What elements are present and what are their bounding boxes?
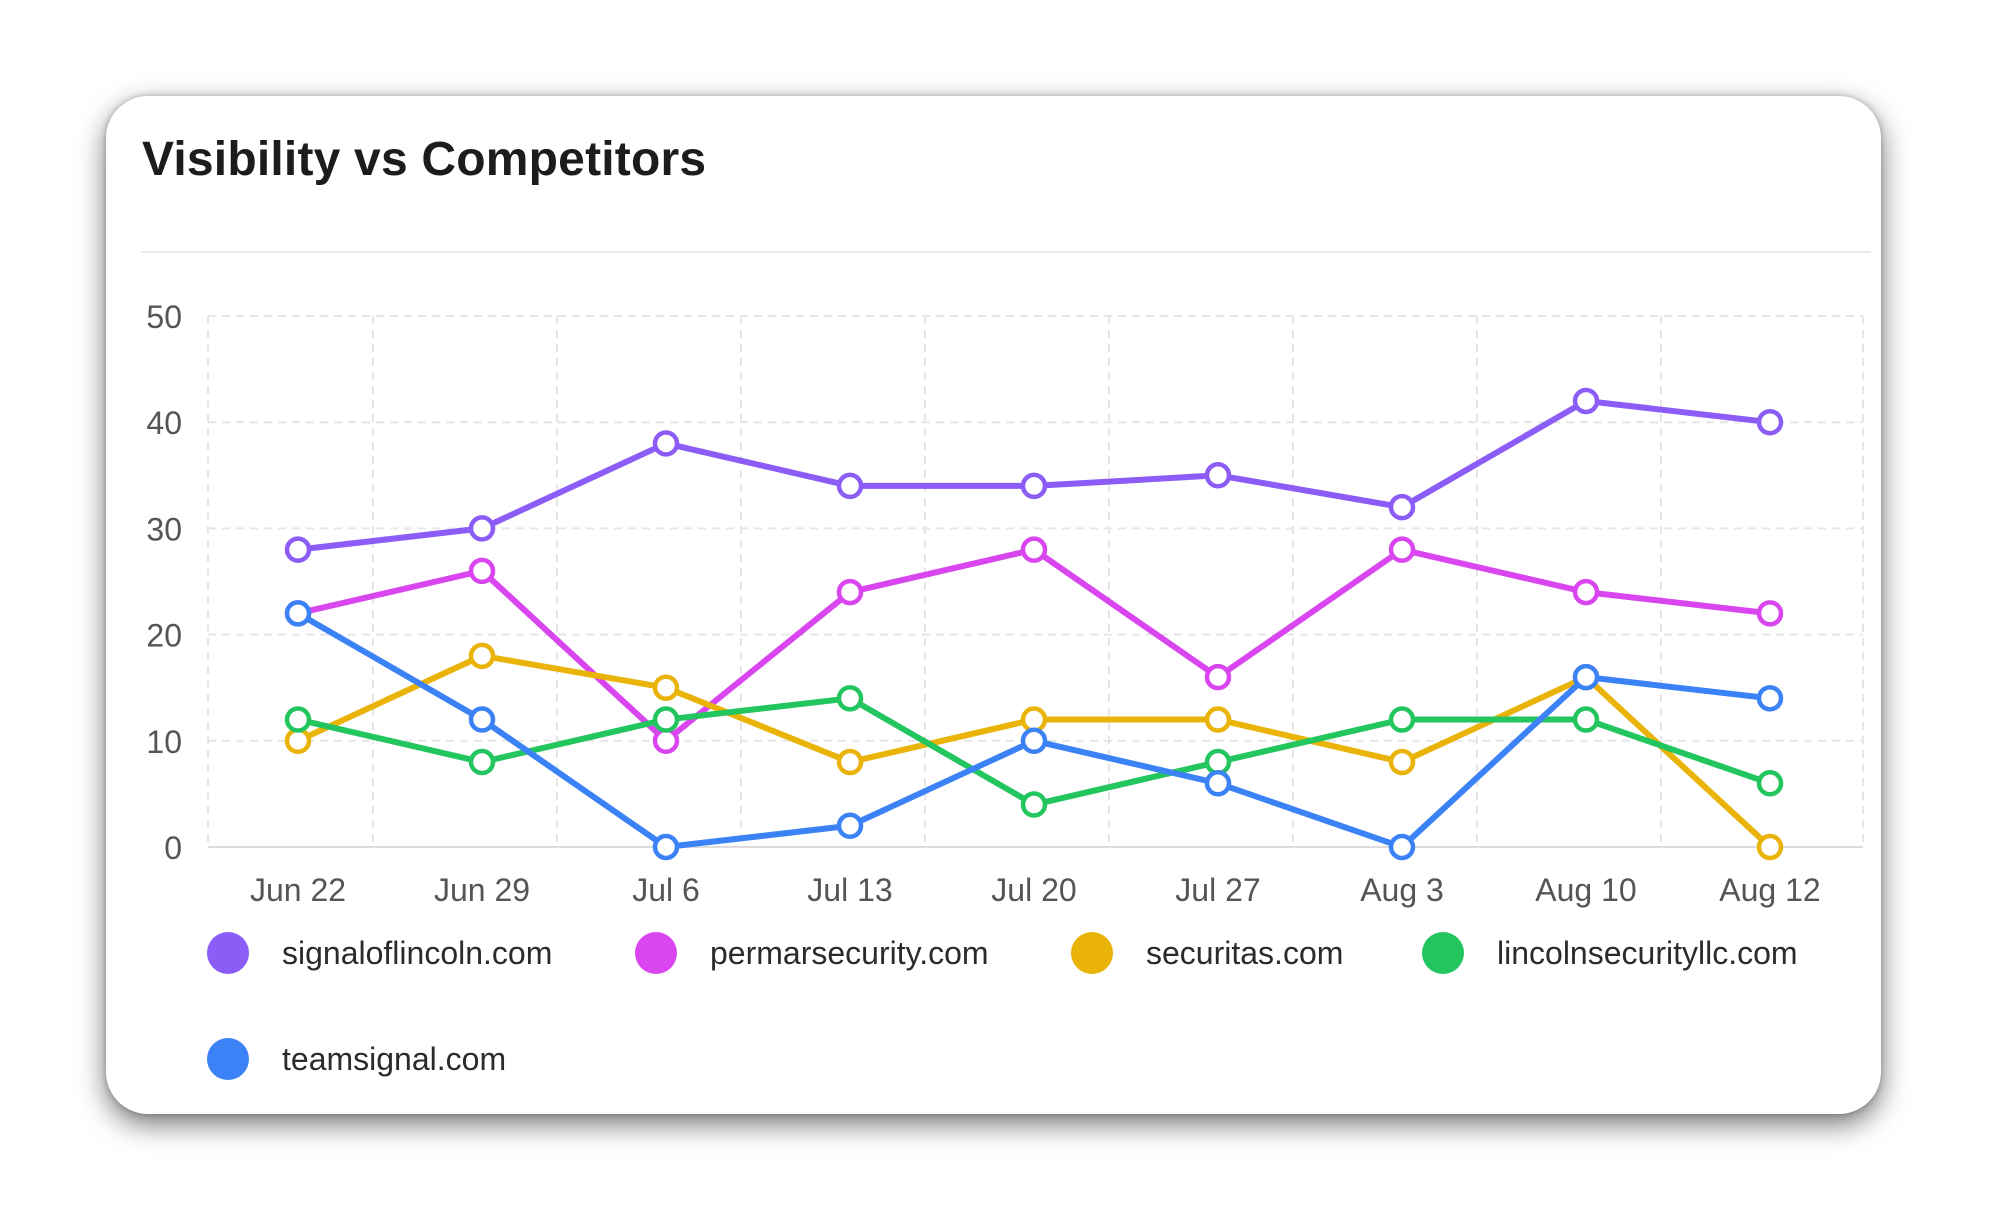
y-tick-label: 30 (146, 511, 182, 547)
y-tick-label: 0 (164, 830, 182, 866)
data-point[interactable] (1572, 706, 1600, 733)
data-point[interactable] (1388, 748, 1416, 776)
y-tick-label: 20 (146, 618, 182, 654)
x-tick-label: Jul 20 (991, 872, 1076, 908)
data-point[interactable] (1388, 833, 1416, 861)
legend-label: teamsignal.com (282, 1041, 506, 1077)
data-point[interactable] (1020, 706, 1048, 733)
data-point[interactable] (284, 536, 312, 563)
data-point[interactable] (284, 600, 312, 627)
data-point[interactable] (1756, 600, 1784, 627)
data-point[interactable] (652, 727, 680, 755)
data-point[interactable] (1204, 706, 1232, 733)
data-point[interactable] (1020, 727, 1048, 755)
legend-swatch (1422, 932, 1464, 974)
series-teamsignal-com (284, 600, 1784, 861)
legend-swatch (635, 932, 677, 974)
axes: 0 10 20 30 40 50 Jun 22 Jun 29 Jul 6 Jul 13 Jul 20… (146, 299, 1863, 908)
data-point[interactable] (652, 706, 680, 733)
legend: signaloflincoln.com permarsecurity.com sec… (207, 932, 1798, 1080)
data-point[interactable] (468, 557, 496, 585)
data-point[interactable] (468, 706, 496, 733)
legend-item[interactable]: signaloflincoln.com (207, 932, 552, 974)
data-point[interactable] (1204, 663, 1232, 691)
x-tick-label: Jul 6 (632, 872, 700, 908)
legend-label: permarsecurity.com (710, 935, 989, 971)
data-point[interactable] (652, 833, 680, 861)
data-point[interactable] (1756, 833, 1784, 861)
data-point[interactable] (284, 727, 312, 755)
data-point[interactable] (1572, 663, 1600, 691)
data-point[interactable] (1204, 462, 1232, 489)
data-point[interactable] (1204, 748, 1232, 776)
series-signaloflincoln-com (284, 387, 1784, 563)
series-securitas-com (284, 642, 1784, 861)
legend-item[interactable]: securitas.com (1071, 932, 1343, 974)
x-tick-label: Jul 13 (807, 872, 892, 908)
data-point[interactable] (652, 674, 680, 701)
x-tick-label: Aug 10 (1535, 872, 1636, 908)
legend-label: lincolnsecurityllc.com (1497, 935, 1798, 971)
x-tick-label: Aug 3 (1360, 872, 1444, 908)
data-point[interactable] (652, 430, 680, 457)
data-point[interactable] (1572, 387, 1600, 415)
series-lincolnsecurityllc-com (284, 685, 1784, 818)
line-chart: 0 10 20 30 40 50 Jun 22 Jun 29 Jul 6 Jul 13 Jul 20… (146, 299, 1864, 1080)
legend-swatch (1071, 932, 1113, 974)
data-point[interactable] (1388, 493, 1416, 521)
data-point[interactable] (836, 472, 864, 500)
x-tick-label: Jun 29 (434, 872, 530, 908)
legend-swatch (207, 1038, 249, 1080)
legend-swatch (207, 932, 249, 974)
x-tick-label: Aug 12 (1719, 872, 1820, 908)
data-point[interactable] (468, 748, 496, 776)
x-tick-label: Jul 27 (1175, 872, 1260, 908)
y-tick-label: 40 (146, 405, 182, 441)
data-point[interactable] (1020, 791, 1048, 818)
data-point[interactable] (1756, 408, 1784, 436)
chart-title: Visibility vs Competitors (142, 133, 707, 186)
y-tick-label: 10 (146, 724, 182, 760)
y-tick-label: 50 (146, 299, 182, 335)
data-point[interactable] (1020, 536, 1048, 563)
data-point[interactable] (836, 748, 864, 776)
series-lines (284, 387, 1784, 861)
data-point[interactable] (1756, 685, 1784, 712)
data-point[interactable] (468, 642, 496, 670)
data-point[interactable] (284, 706, 312, 733)
title-divider (141, 251, 1871, 253)
legend-item[interactable]: permarsecurity.com (635, 932, 989, 974)
data-point[interactable] (468, 515, 496, 542)
grid (207, 315, 1864, 847)
data-point[interactable] (1572, 578, 1600, 606)
data-point[interactable] (1204, 770, 1232, 797)
legend-label: signaloflincoln.com (282, 935, 552, 971)
data-point[interactable] (1020, 472, 1048, 500)
legend-item[interactable]: teamsignal.com (207, 1038, 506, 1080)
data-point[interactable] (1756, 770, 1784, 797)
legend-item[interactable]: lincolnsecurityllc.com (1422, 932, 1798, 974)
data-point[interactable] (836, 685, 864, 712)
data-point[interactable] (836, 812, 864, 840)
data-point[interactable] (1388, 706, 1416, 733)
data-point[interactable] (836, 578, 864, 606)
x-tick-label: Jun 22 (250, 872, 346, 908)
data-point[interactable] (1388, 536, 1416, 563)
legend-label: securitas.com (1146, 935, 1343, 971)
chart-card: Visibility vs Competitors 0 10 20 30 40 50 Jun… (106, 96, 1881, 1114)
